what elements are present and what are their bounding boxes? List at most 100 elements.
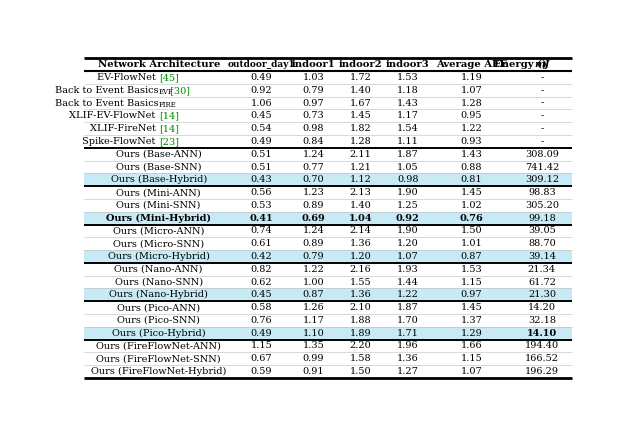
Text: 98.83: 98.83 xyxy=(528,188,556,197)
Text: 39.14: 39.14 xyxy=(528,252,556,261)
Text: 0.81: 0.81 xyxy=(461,175,483,184)
Text: Ours (Mini-Hybrid): Ours (Mini-Hybrid) xyxy=(106,214,211,223)
Text: 1.45: 1.45 xyxy=(349,112,371,121)
Text: 305.20: 305.20 xyxy=(525,201,559,210)
Text: 1.72: 1.72 xyxy=(349,73,371,82)
Text: -: - xyxy=(540,124,543,133)
Text: 0.91: 0.91 xyxy=(303,367,324,376)
Text: 0.49: 0.49 xyxy=(251,329,273,338)
Text: 0.89: 0.89 xyxy=(303,201,324,210)
Text: 1.17: 1.17 xyxy=(397,112,419,121)
Text: 1.90: 1.90 xyxy=(397,188,419,197)
Text: 1.07: 1.07 xyxy=(461,86,483,95)
Text: 32.18: 32.18 xyxy=(528,316,556,325)
Text: 1.15: 1.15 xyxy=(461,278,483,287)
Text: 0.98: 0.98 xyxy=(303,124,324,133)
Text: mJ: mJ xyxy=(534,60,550,69)
Text: Ours (FireFlowNet-Hybrid): Ours (FireFlowNet-Hybrid) xyxy=(91,367,227,376)
Text: 1.45: 1.45 xyxy=(461,188,483,197)
Text: 1.17: 1.17 xyxy=(302,316,324,325)
Text: Ours (Nano-Hybrid): Ours (Nano-Hybrid) xyxy=(109,290,208,299)
Text: 1.37: 1.37 xyxy=(461,316,483,325)
Text: -: - xyxy=(540,86,543,95)
Text: 2.13: 2.13 xyxy=(349,188,371,197)
Text: 1.22: 1.22 xyxy=(461,124,483,133)
Text: 0.79: 0.79 xyxy=(303,86,324,95)
Text: indoor3: indoor3 xyxy=(386,60,429,69)
Text: 0.62: 0.62 xyxy=(251,278,273,287)
Text: 1.24: 1.24 xyxy=(302,227,324,236)
Text: 0.88: 0.88 xyxy=(461,163,483,172)
Text: 1.87: 1.87 xyxy=(397,303,419,312)
Text: 1.06: 1.06 xyxy=(251,99,273,108)
Text: Spike-FlowNet: Spike-FlowNet xyxy=(82,137,159,146)
Text: 1.36: 1.36 xyxy=(349,239,371,248)
Text: 1.89: 1.89 xyxy=(349,329,371,338)
Text: 0.54: 0.54 xyxy=(251,124,273,133)
Text: Ours (Mini-SNN): Ours (Mini-SNN) xyxy=(116,201,201,210)
Text: [30]: [30] xyxy=(166,86,189,95)
Text: 0.74: 0.74 xyxy=(251,227,273,236)
Text: -: - xyxy=(540,112,543,121)
Text: 1.58: 1.58 xyxy=(349,354,371,363)
Text: Ours (Pico-SNN): Ours (Pico-SNN) xyxy=(117,316,200,325)
Text: 2.14: 2.14 xyxy=(349,227,371,236)
Text: 2.11: 2.11 xyxy=(349,150,371,159)
Text: 0.56: 0.56 xyxy=(251,188,273,197)
Text: Back to Event Basics: Back to Event Basics xyxy=(55,99,159,108)
Text: 0.92: 0.92 xyxy=(251,86,273,95)
Text: indoor2: indoor2 xyxy=(339,60,382,69)
Text: 1.40: 1.40 xyxy=(349,86,371,95)
Text: 0.67: 0.67 xyxy=(251,354,273,363)
Text: 0.59: 0.59 xyxy=(251,367,273,376)
Text: Average AEE: Average AEE xyxy=(436,60,508,69)
Text: 1.26: 1.26 xyxy=(303,303,324,312)
Text: 2.16: 2.16 xyxy=(349,265,371,274)
Text: Ours (Pico-ANN): Ours (Pico-ANN) xyxy=(117,303,200,312)
Text: 1.44: 1.44 xyxy=(397,278,419,287)
Text: 0.99: 0.99 xyxy=(303,354,324,363)
Text: Ours (Nano-SNN): Ours (Nano-SNN) xyxy=(115,278,203,287)
Text: 1.50: 1.50 xyxy=(461,227,483,236)
Text: 0.45: 0.45 xyxy=(251,290,273,299)
Text: 21.30: 21.30 xyxy=(528,290,556,299)
Text: XLIF-FireNet: XLIF-FireNet xyxy=(90,124,159,133)
Text: outdoor_day1: outdoor_day1 xyxy=(228,60,296,69)
Text: 741.42: 741.42 xyxy=(525,163,559,172)
Text: ): ) xyxy=(542,60,547,69)
Text: 0.49: 0.49 xyxy=(251,73,273,82)
Text: 0.76: 0.76 xyxy=(460,214,483,223)
Bar xyxy=(84,212,572,224)
Text: 1.22: 1.22 xyxy=(397,290,419,299)
Text: 1.11: 1.11 xyxy=(397,137,419,146)
Text: 1.90: 1.90 xyxy=(397,227,419,236)
Text: 2.10: 2.10 xyxy=(349,303,371,312)
Text: 308.09: 308.09 xyxy=(525,150,559,159)
Text: 1.43: 1.43 xyxy=(397,99,419,108)
Text: 0.45: 0.45 xyxy=(251,112,273,121)
Bar xyxy=(84,288,572,301)
Text: [14]: [14] xyxy=(159,112,179,121)
Text: Back to Event Basics: Back to Event Basics xyxy=(55,86,159,95)
Text: -: - xyxy=(540,73,543,82)
Text: 1.20: 1.20 xyxy=(349,252,371,261)
Text: EVF: EVF xyxy=(159,88,173,96)
Text: 196.29: 196.29 xyxy=(525,367,559,376)
Text: 0.82: 0.82 xyxy=(251,265,273,274)
Text: Network Architecture: Network Architecture xyxy=(97,60,220,69)
Text: 0.49: 0.49 xyxy=(251,137,273,146)
Text: 0.51: 0.51 xyxy=(251,163,273,172)
Text: 0.84: 0.84 xyxy=(303,137,324,146)
Text: 0.95: 0.95 xyxy=(461,112,483,121)
Text: XLIF-EV-FlowNet: XLIF-EV-FlowNet xyxy=(69,112,159,121)
Text: 0.42: 0.42 xyxy=(251,252,273,261)
Text: 1.15: 1.15 xyxy=(461,354,483,363)
Text: 39.05: 39.05 xyxy=(528,227,556,236)
Text: 1.01: 1.01 xyxy=(461,239,483,248)
Text: -: - xyxy=(540,99,543,108)
Text: 1.66: 1.66 xyxy=(461,341,483,350)
Text: 0.97: 0.97 xyxy=(461,290,483,299)
Text: 0.43: 0.43 xyxy=(251,175,273,184)
Text: 1.43: 1.43 xyxy=(461,150,483,159)
Text: 21.34: 21.34 xyxy=(528,265,556,274)
